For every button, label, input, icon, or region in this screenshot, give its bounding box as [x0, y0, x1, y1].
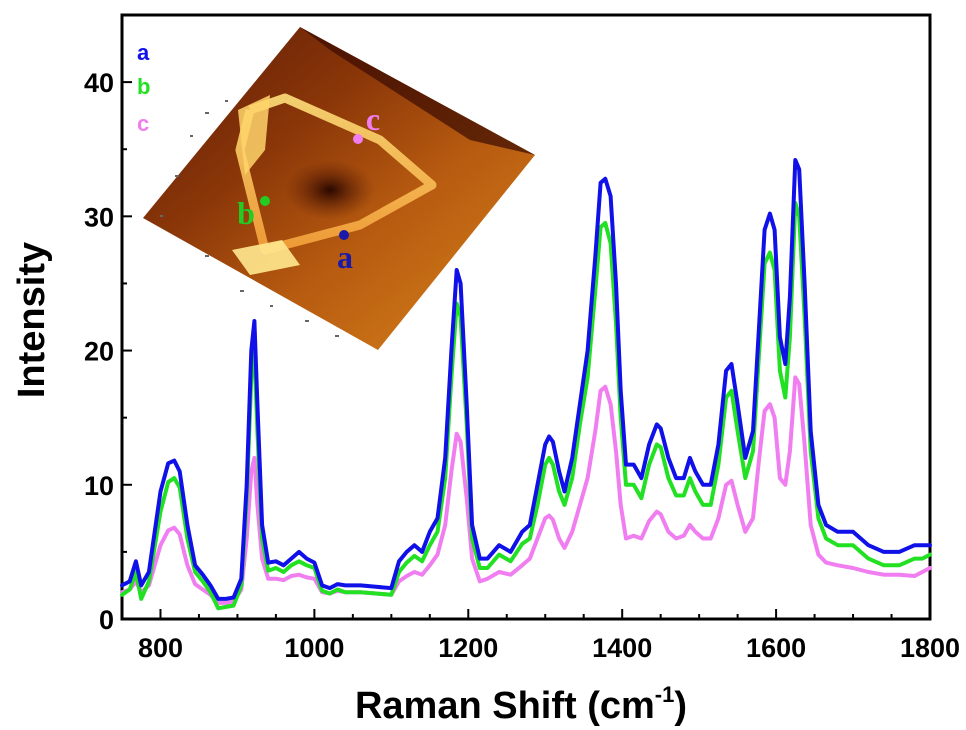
y-axis-tick-labels: 0 10 20 30 40 [84, 68, 114, 635]
x-tick-label: 1800 [900, 633, 960, 663]
plot-frame [120, 13, 932, 621]
series-line-a [120, 158, 932, 601]
inset-point-a-dot [339, 230, 349, 240]
inset-point-markers: a b c [237, 101, 380, 275]
x-axis-title-superscript: -1 [655, 682, 675, 707]
series-lines [120, 158, 932, 611]
inset-point-a-label: a [337, 239, 353, 275]
x-tick-label: 1200 [438, 633, 498, 663]
y-tick-label: 40 [84, 68, 114, 98]
legend-entry-c: c [137, 111, 149, 136]
y-axis-title: Intensity [11, 242, 53, 398]
legend-entry-b: b [137, 74, 150, 99]
inset-point-b-dot [260, 196, 270, 206]
plot-area [120, 13, 932, 621]
x-axis-ticks [121, 609, 931, 619]
inset-point-c-label: c [366, 101, 380, 137]
y-tick-label: 30 [84, 202, 114, 232]
legend-entry-a: a [137, 40, 150, 65]
x-tick-label: 800 [138, 633, 183, 663]
y-tick-label: 10 [84, 471, 114, 501]
y-axis-ticks [122, 14, 132, 620]
x-tick-label: 1000 [284, 633, 344, 663]
inset-point-b-label: b [237, 195, 255, 231]
y-tick-label: 0 [99, 605, 114, 635]
inset-point-c-dot [353, 134, 363, 144]
inset-surface-image [143, 27, 535, 350]
x-axis-tick-labels: 800 1000 1200 1400 1600 1800 [138, 633, 960, 663]
x-axis-title: Raman Shift (cm-1) [355, 682, 687, 727]
x-axis-title-suffix: ) [674, 685, 687, 727]
series-line-c [120, 375, 932, 605]
x-tick-label: 1400 [592, 633, 652, 663]
legend: a b c [137, 40, 150, 136]
y-tick-label: 20 [84, 337, 114, 367]
x-tick-label: 1600 [746, 633, 806, 663]
